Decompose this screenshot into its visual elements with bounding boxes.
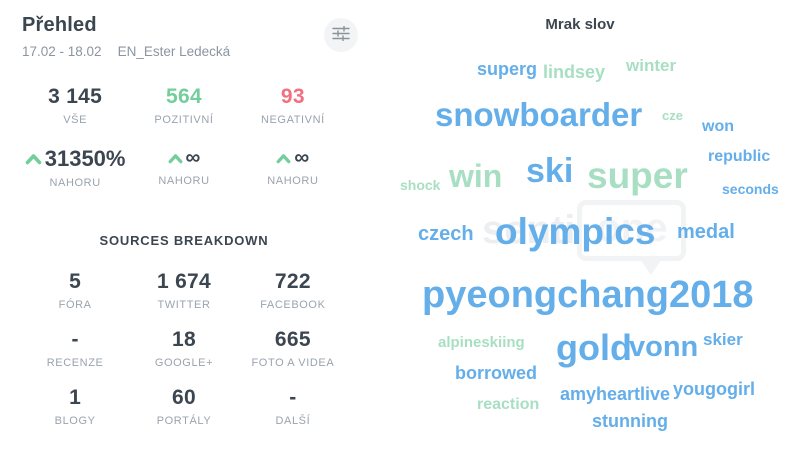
cloud-word[interactable]: ski xyxy=(526,152,574,190)
stat-value: 3 145 xyxy=(48,85,103,108)
date-range: 17.02 - 18.02 xyxy=(22,44,102,59)
panel-header: Přehled 17.02 - 18.02 EN_Ester Ledecká xyxy=(22,14,372,59)
stat-negative: 93 NEGATIVNÍ xyxy=(240,85,346,126)
cloud-word[interactable]: won xyxy=(702,118,734,135)
cloud-word[interactable]: shock xyxy=(400,177,441,193)
cloud-word[interactable]: republic xyxy=(708,148,771,165)
source-stat: 5 FÓRA xyxy=(22,270,128,311)
cloud-word[interactable]: pyeongchang2018 xyxy=(422,274,754,316)
source-label: RECENZE xyxy=(46,357,104,369)
cloud-word[interactable]: alpineskiing xyxy=(438,334,525,351)
cloud-word[interactable]: stunning xyxy=(592,411,668,431)
source-value: 1 xyxy=(69,386,82,409)
watermark-text: senti xyxy=(482,208,576,252)
wordcloud-title: Mrak slov xyxy=(545,16,615,33)
cloud-word[interactable]: yougogirl xyxy=(673,379,755,399)
source-value: 665 xyxy=(274,328,311,351)
source-label: FOTO A VIDEA xyxy=(251,357,335,369)
source-stat: 1 674 TWITTER xyxy=(128,270,240,311)
source-stat: - DALŠÍ xyxy=(240,386,346,427)
chevron-up-icon xyxy=(276,153,291,164)
cloud-word[interactable]: superg xyxy=(477,59,538,79)
source-label: FACEBOOK xyxy=(260,299,326,311)
source-stat: 18 GOOGLE+ xyxy=(128,328,240,369)
source-stat: 665 FOTO A VIDEA xyxy=(240,328,346,369)
cloud-word[interactable]: reaction xyxy=(477,396,540,413)
cloud-word[interactable]: win xyxy=(449,158,503,194)
topic-name: EN_Ester Ledecká xyxy=(117,44,231,59)
sliders-icon xyxy=(332,25,350,44)
trend-label: NAHORU xyxy=(49,177,101,189)
stat-label: POZITIVNÍ xyxy=(154,114,214,126)
speech-bubble-icon: one xyxy=(577,200,687,275)
trend-positive: ∞ NAHORU xyxy=(128,146,240,189)
source-value: 722 xyxy=(274,270,311,293)
mentions-stats: 3 145 VŠE 564 POZITIVNÍ 93 NEGATIVNÍ xyxy=(22,85,372,126)
source-value: - xyxy=(71,328,79,351)
source-stat: 60 PORTÁLY xyxy=(128,386,240,427)
source-label: DALŠÍ xyxy=(275,415,311,427)
source-value: 5 xyxy=(69,270,82,293)
cloud-word[interactable]: lindsey xyxy=(543,62,606,82)
cloud-word[interactable]: snowboarder xyxy=(435,96,643,133)
sources-breakdown-title: SOURCES BREAKDOWN xyxy=(99,233,269,248)
source-value: - xyxy=(289,386,297,409)
trend-text: ∞ xyxy=(294,146,310,169)
cloud-word[interactable]: czech xyxy=(418,223,474,245)
cloud-word[interactable]: vonn xyxy=(629,331,699,363)
source-label: FÓRA xyxy=(58,299,92,311)
chevron-up-icon xyxy=(25,153,42,165)
cloud-word[interactable]: borrowed xyxy=(455,363,538,383)
page-title: Přehled xyxy=(22,14,97,36)
cloud-word[interactable]: winter xyxy=(626,56,677,75)
trend-all: 31350% NAHORU xyxy=(22,146,128,189)
source-label: PORTÁLY xyxy=(156,415,212,427)
subtitle-row: 17.02 - 18.02 EN_Ester Ledecká xyxy=(22,44,230,59)
source-label: BLOGY xyxy=(54,415,96,427)
stat-all: 3 145 VŠE xyxy=(22,85,128,126)
cloud-word[interactable]: seconds xyxy=(722,181,779,197)
trend-label: NAHORU xyxy=(158,175,210,187)
source-label: TWITTER xyxy=(157,299,211,311)
source-value: 18 xyxy=(172,328,196,351)
source-stat: 722 FACEBOOK xyxy=(240,270,346,311)
trend-stats: 31350% NAHORU ∞ NAHORU ∞ xyxy=(22,146,372,189)
stat-positive: 564 POZITIVNÍ xyxy=(128,85,240,126)
trend-negative: ∞ NAHORU xyxy=(240,146,346,189)
sources-breakdown-grid: 5 FÓRA 1 674 TWITTER 722 FACEBOOK - RECENZE 18 GO… xyxy=(22,270,372,427)
cloud-word[interactable]: super xyxy=(587,155,688,196)
chevron-up-icon xyxy=(168,153,183,164)
wordcloud-panel: Mrak slov senti one superg lindsey winter s… xyxy=(400,0,798,460)
trend-text: ∞ xyxy=(185,146,201,169)
stat-label: NEGATIVNÍ xyxy=(260,114,325,126)
trend-text: 31350% xyxy=(44,146,126,171)
watermark-text: one xyxy=(596,206,668,250)
trend-label: NAHORU xyxy=(267,175,319,187)
source-stat: 1 BLOGY xyxy=(22,386,128,427)
source-value: 60 xyxy=(172,386,196,409)
source-value: 1 674 xyxy=(156,270,212,293)
word-cloud: senti one superg lindsey winter snowboarder… xyxy=(400,0,798,460)
source-label: GOOGLE+ xyxy=(154,357,214,369)
cloud-word[interactable]: medal xyxy=(677,221,735,243)
cloud-word[interactable]: skier xyxy=(703,330,743,349)
stat-label: VŠE xyxy=(63,114,88,126)
overview-panel: Přehled 17.02 - 18.02 EN_Ester Ledecká xyxy=(0,0,372,460)
source-stat: - RECENZE xyxy=(22,328,128,369)
stat-value: 93 xyxy=(280,85,305,108)
cloud-word[interactable]: olympics xyxy=(495,211,656,252)
cloud-word[interactable]: amyheartlive xyxy=(560,384,671,404)
sentione-watermark-logo: senti one xyxy=(482,200,687,275)
filter-settings-button[interactable] xyxy=(324,18,358,52)
cloud-word[interactable]: gold xyxy=(556,327,632,368)
stat-value: 564 xyxy=(166,85,202,108)
cloud-word[interactable]: cze xyxy=(662,108,683,123)
